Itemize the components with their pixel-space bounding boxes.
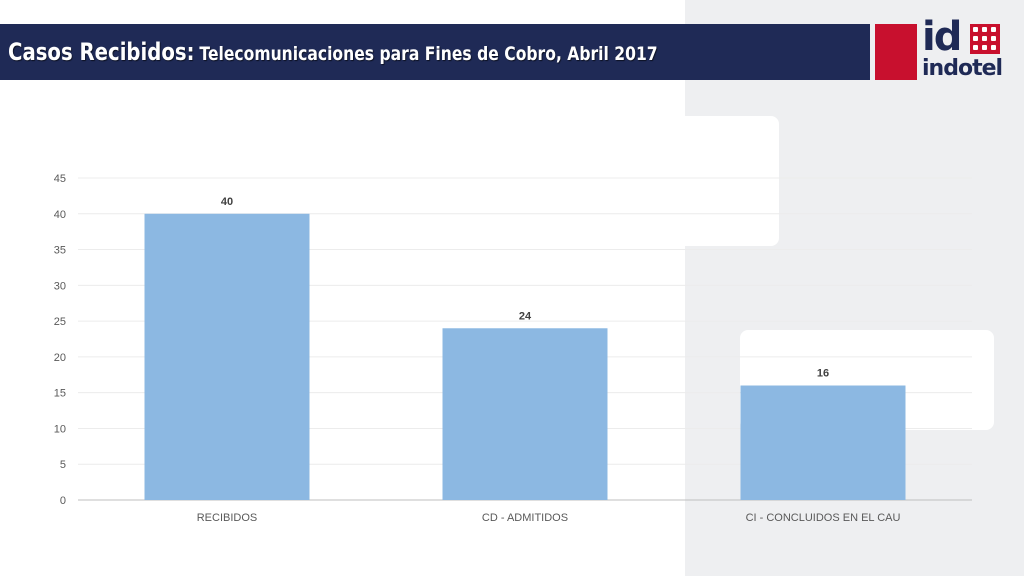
y-tick-label: 30 — [54, 280, 66, 292]
data-label: 24 — [519, 310, 532, 322]
logo-mark: id — [922, 14, 962, 60]
indotel-logo: id indotel — [920, 14, 1004, 84]
x-tick-label: RECIBIDOS — [197, 512, 258, 524]
y-tick-label: 20 — [54, 352, 66, 364]
logo-red-block — [875, 24, 917, 80]
bar — [442, 328, 608, 500]
logo-word: indotel — [922, 56, 1003, 81]
data-label: 16 — [817, 368, 829, 380]
y-tick-label: 45 — [54, 173, 66, 185]
y-tick-label: 25 — [54, 316, 66, 328]
data-label: 40 — [221, 196, 233, 208]
y-tick-label: 15 — [54, 388, 66, 400]
background-cutout-top — [685, 116, 779, 246]
y-tick-label: 5 — [60, 459, 66, 471]
bar — [740, 385, 906, 500]
bar — [144, 213, 310, 500]
x-tick-label: CI - CONCLUIDOS EN EL CAU — [746, 512, 901, 524]
title-sub: Telecomunicaciones para Fines de Cobro, … — [199, 43, 658, 65]
y-tick-label: 0 — [60, 495, 66, 507]
title-main: Casos Recibidos: — [8, 38, 195, 66]
y-tick-label: 10 — [54, 423, 66, 435]
page-title: Casos Recibidos: Telecomunicaciones para … — [8, 38, 658, 66]
title-bar: Casos Recibidos: Telecomunicaciones para … — [0, 24, 870, 80]
x-tick-label: CD - ADMITIDOS — [482, 512, 568, 524]
logo-grid-icon — [970, 24, 1000, 54]
y-tick-label: 35 — [54, 245, 66, 257]
y-tick-label: 40 — [54, 209, 66, 221]
